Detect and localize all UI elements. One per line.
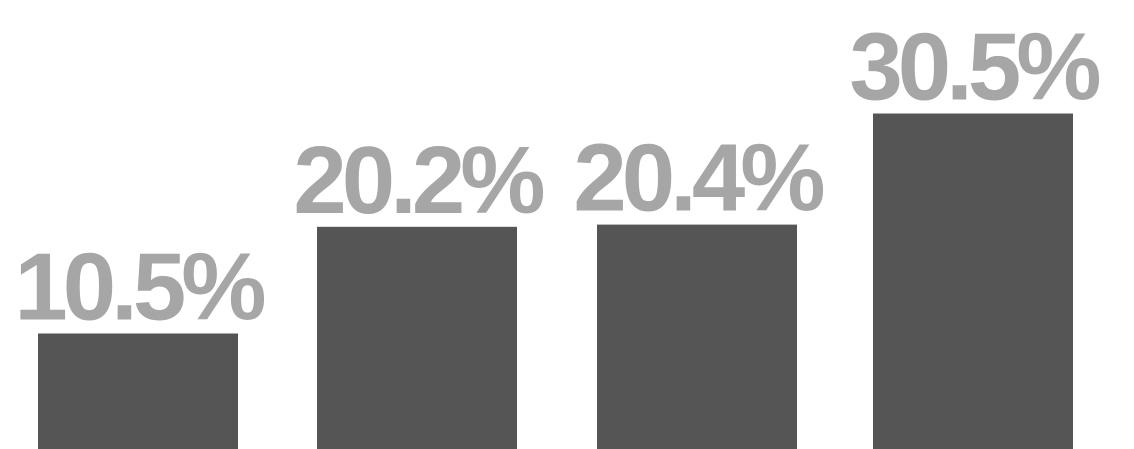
value-label: 20.2% [293, 127, 543, 234]
bar [38, 334, 238, 449]
value-label: 30.5% [849, 14, 1099, 121]
bar [597, 225, 797, 449]
bar [317, 227, 517, 449]
value-label: 20.4% [573, 125, 823, 232]
bar [873, 114, 1073, 449]
chart: 10.5% 20.2% 20.4%30.5% [0, 0, 1134, 449]
value-label: 10.5% [14, 234, 264, 341]
